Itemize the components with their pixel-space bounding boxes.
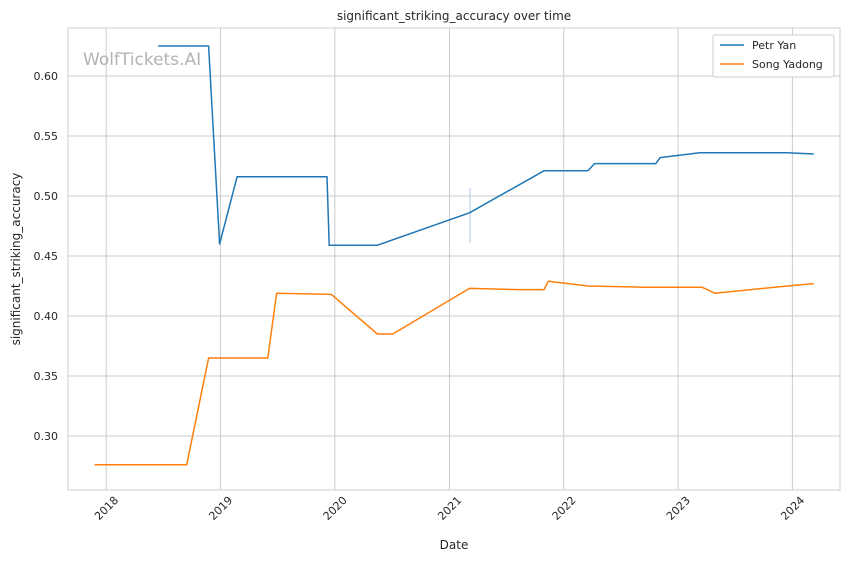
series-layer: [94, 45, 814, 466]
legend-label-song-yadong: Song Yadong: [752, 58, 823, 71]
x-tick-label: 2019: [206, 494, 235, 523]
y-tick-labels: 0.30 0.35 0.40 0.45 0.50 0.55 0.60: [34, 70, 59, 443]
y-tick-label: 0.30: [34, 430, 59, 443]
x-tick-label: 2020: [321, 494, 350, 523]
x-tick-label: 2018: [92, 494, 121, 523]
series-line-song-yadong: [94, 280, 814, 466]
x-tick-label: 2024: [778, 494, 807, 523]
y-tick-label: 0.40: [34, 310, 59, 323]
watermark: WolfTickets.AI: [83, 50, 201, 70]
x-tick-label: 2023: [664, 494, 693, 523]
legend: Petr Yan Song Yadong: [712, 34, 835, 78]
x-tick-label: 2021: [435, 494, 464, 523]
y-tick-label: 0.55: [34, 130, 59, 143]
plot-area: [68, 28, 840, 490]
legend-label-petr-yan: Petr Yan: [752, 39, 796, 52]
series-line-petr-yan: [158, 45, 814, 246]
x-gridlines: [105, 28, 793, 490]
x-tick-label: 2022: [550, 494, 579, 523]
plot-frame: [67, 27, 841, 491]
y-gridlines: [68, 75, 840, 437]
y-tick-label: 0.60: [34, 70, 59, 83]
y-axis-title: significant_striking_accuracy: [9, 173, 23, 346]
chart-title: significant_striking_accuracy over time: [337, 9, 571, 23]
x-axis-title: Date: [440, 538, 469, 552]
y-tick-label: 0.45: [34, 250, 59, 263]
y-tick-label: 0.50: [34, 190, 59, 203]
x-tick-labels: 2018 2019 2020 2021 2022 2023 2024: [92, 494, 807, 523]
y-tick-label: 0.35: [34, 370, 59, 383]
